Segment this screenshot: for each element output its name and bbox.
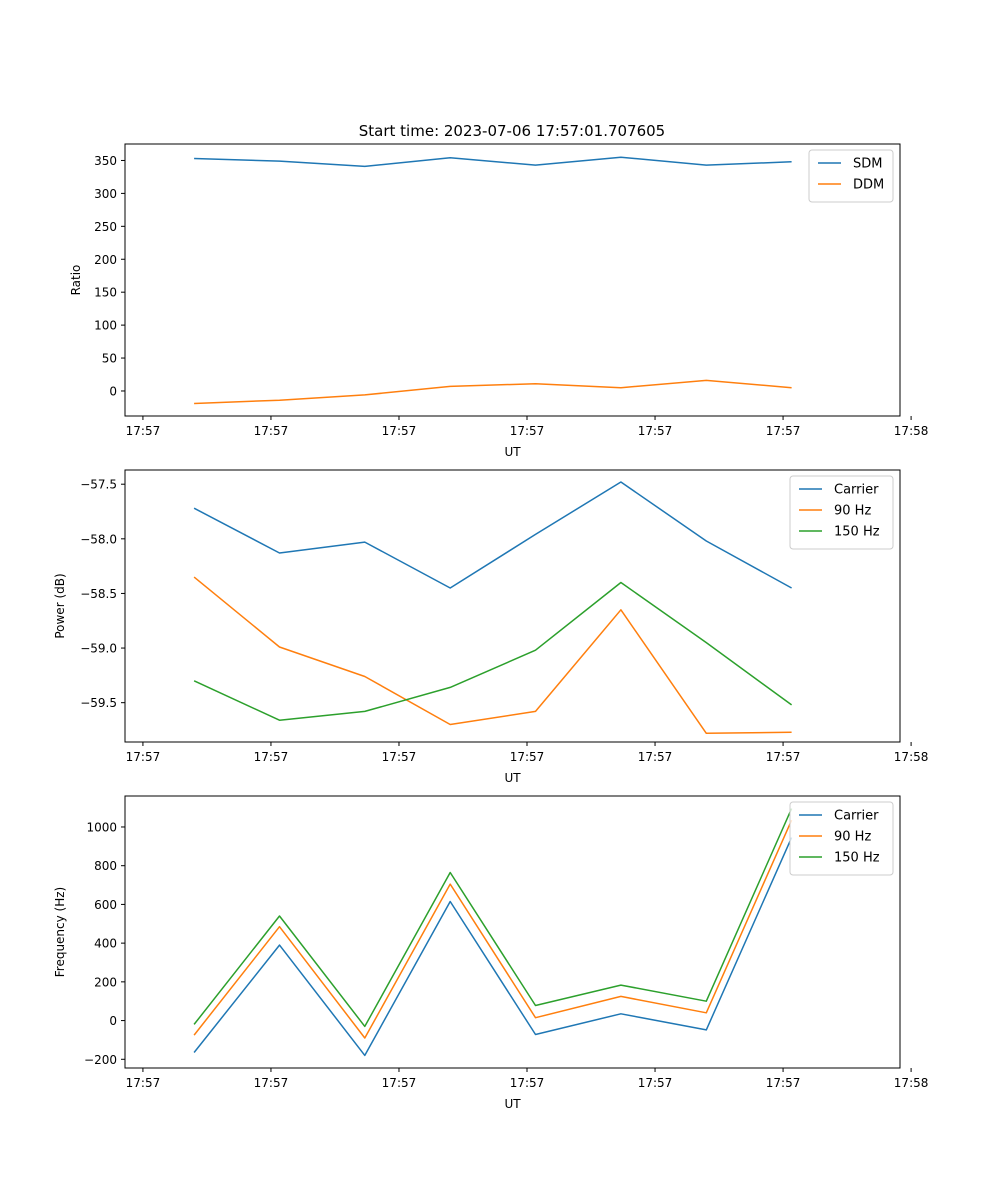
frequency-x-tick-label: 17:58 xyxy=(894,1076,929,1090)
ratio-panel: 17:57 17:57 17:57 17:57 17:57 17:57 17:58 0 50 10… xyxy=(69,143,929,459)
power-x-tick-label: 17:57 xyxy=(510,750,545,764)
power-x-tick-label: 17:58 xyxy=(894,750,929,764)
power-legend-label-carrier: Carrier xyxy=(834,483,879,498)
power-series-150-hz-line xyxy=(193,581,793,721)
ratio-legend-label-ddm: DDM xyxy=(853,178,884,193)
frequency-x-tick-label: 17:57 xyxy=(766,1076,801,1090)
ratio-x-tick-label: 17:57 xyxy=(766,424,801,438)
frequency-x-axis-label: UT xyxy=(504,1097,521,1111)
frequency-y-tick-label: −200 xyxy=(84,1053,117,1067)
frequency-legend-label-90-hz: 90 Hz xyxy=(834,830,871,845)
power-panel: 17:57 17:57 17:57 17:57 17:57 17:57 17:58 −59.5… xyxy=(53,469,929,785)
ratio-x-tick-label: 17:57 xyxy=(382,424,417,438)
frequency-y-tick-label: 400 xyxy=(94,937,117,951)
power-y-tick-label: −57.5 xyxy=(80,478,117,492)
power-y-tick-label: −58.0 xyxy=(80,532,117,546)
ratio-y-tick-label: 300 xyxy=(94,187,117,201)
power-axes-frame xyxy=(124,469,901,743)
ratio-y-tick-label: 250 xyxy=(94,220,117,234)
frequency-y-tick-label: 800 xyxy=(94,859,117,873)
ratio-x-tick-label: 17:57 xyxy=(510,424,545,438)
power-series-carrier-line xyxy=(193,481,792,589)
power-x-axis-label: UT xyxy=(504,771,521,785)
frequency-series-90-hz-line xyxy=(193,819,793,1039)
ratio-series-sdm-line xyxy=(194,156,792,168)
frequency-series-150-hz-line xyxy=(193,808,793,1028)
frequency-legend-label-150-hz: 150 Hz xyxy=(834,851,880,866)
frequency-x-tick-label: 17:57 xyxy=(510,1076,545,1090)
frequency-legend-label-carrier: Carrier xyxy=(834,809,879,824)
ratio-x-tick-label: 17:57 xyxy=(638,424,673,438)
frequency-y-tick-label: 0 xyxy=(109,1014,117,1028)
frequency-x-tick-label: 17:57 xyxy=(638,1076,673,1090)
power-y-tick-label: −59.0 xyxy=(80,642,117,656)
power-y-tick-label: −59.5 xyxy=(80,696,117,710)
ratio-y-tick-label: 0 xyxy=(109,384,117,398)
ratio-axes-frame xyxy=(124,143,901,417)
ratio-y-tick-label: 150 xyxy=(94,286,117,300)
power-x-tick-label: 17:57 xyxy=(254,750,289,764)
frequency-panel: 17:57 17:57 17:57 17:57 17:57 17:57 17:58 −200 0… xyxy=(53,795,929,1111)
power-x-tick-label: 17:57 xyxy=(766,750,801,764)
frequency-y-axis-label: Frequency (Hz) xyxy=(53,887,67,978)
figure-title: Start time: 2023-07-06 17:57:01.707605 xyxy=(359,122,665,140)
ratio-y-tick-label: 350 xyxy=(94,154,117,168)
ratio-x-tick-label: 17:57 xyxy=(254,424,289,438)
ratio-y-tick-label: 100 xyxy=(94,319,117,333)
frequency-x-tick-label: 17:57 xyxy=(126,1076,161,1090)
ratio-x-tick-label: 17:58 xyxy=(894,424,929,438)
ratio-y-tick-label: 50 xyxy=(102,352,117,366)
frequency-y-tick-label: 1000 xyxy=(86,820,117,834)
ratio-y-axis-label: Ratio xyxy=(69,265,83,296)
power-x-tick-label: 17:57 xyxy=(382,750,417,764)
frequency-axes-frame xyxy=(124,795,901,1069)
ratio-x-tick-label: 17:57 xyxy=(126,424,161,438)
power-x-tick-label: 17:57 xyxy=(126,750,161,764)
power-y-axis-label: Power (dB) xyxy=(53,573,67,638)
power-x-tick-label: 17:57 xyxy=(638,750,673,764)
power-legend-label-90-hz: 90 Hz xyxy=(834,504,871,519)
frequency-x-tick-label: 17:57 xyxy=(254,1076,289,1090)
ratio-y-tick-label: 200 xyxy=(94,253,117,267)
ratio-series-ddm-line xyxy=(194,379,792,405)
power-y-tick-label: −58.5 xyxy=(80,587,117,601)
ratio-legend-label-sdm: SDM xyxy=(853,157,882,172)
frequency-y-tick-label: 600 xyxy=(94,898,117,912)
frequency-y-tick-label: 200 xyxy=(94,975,117,989)
power-series-90-hz-line xyxy=(193,576,792,735)
frequency-series-carrier-line xyxy=(193,837,793,1057)
ratio-x-axis-label: UT xyxy=(504,445,521,459)
frequency-x-tick-label: 17:57 xyxy=(382,1076,417,1090)
power-legend-label-150-hz: 150 Hz xyxy=(834,525,880,540)
